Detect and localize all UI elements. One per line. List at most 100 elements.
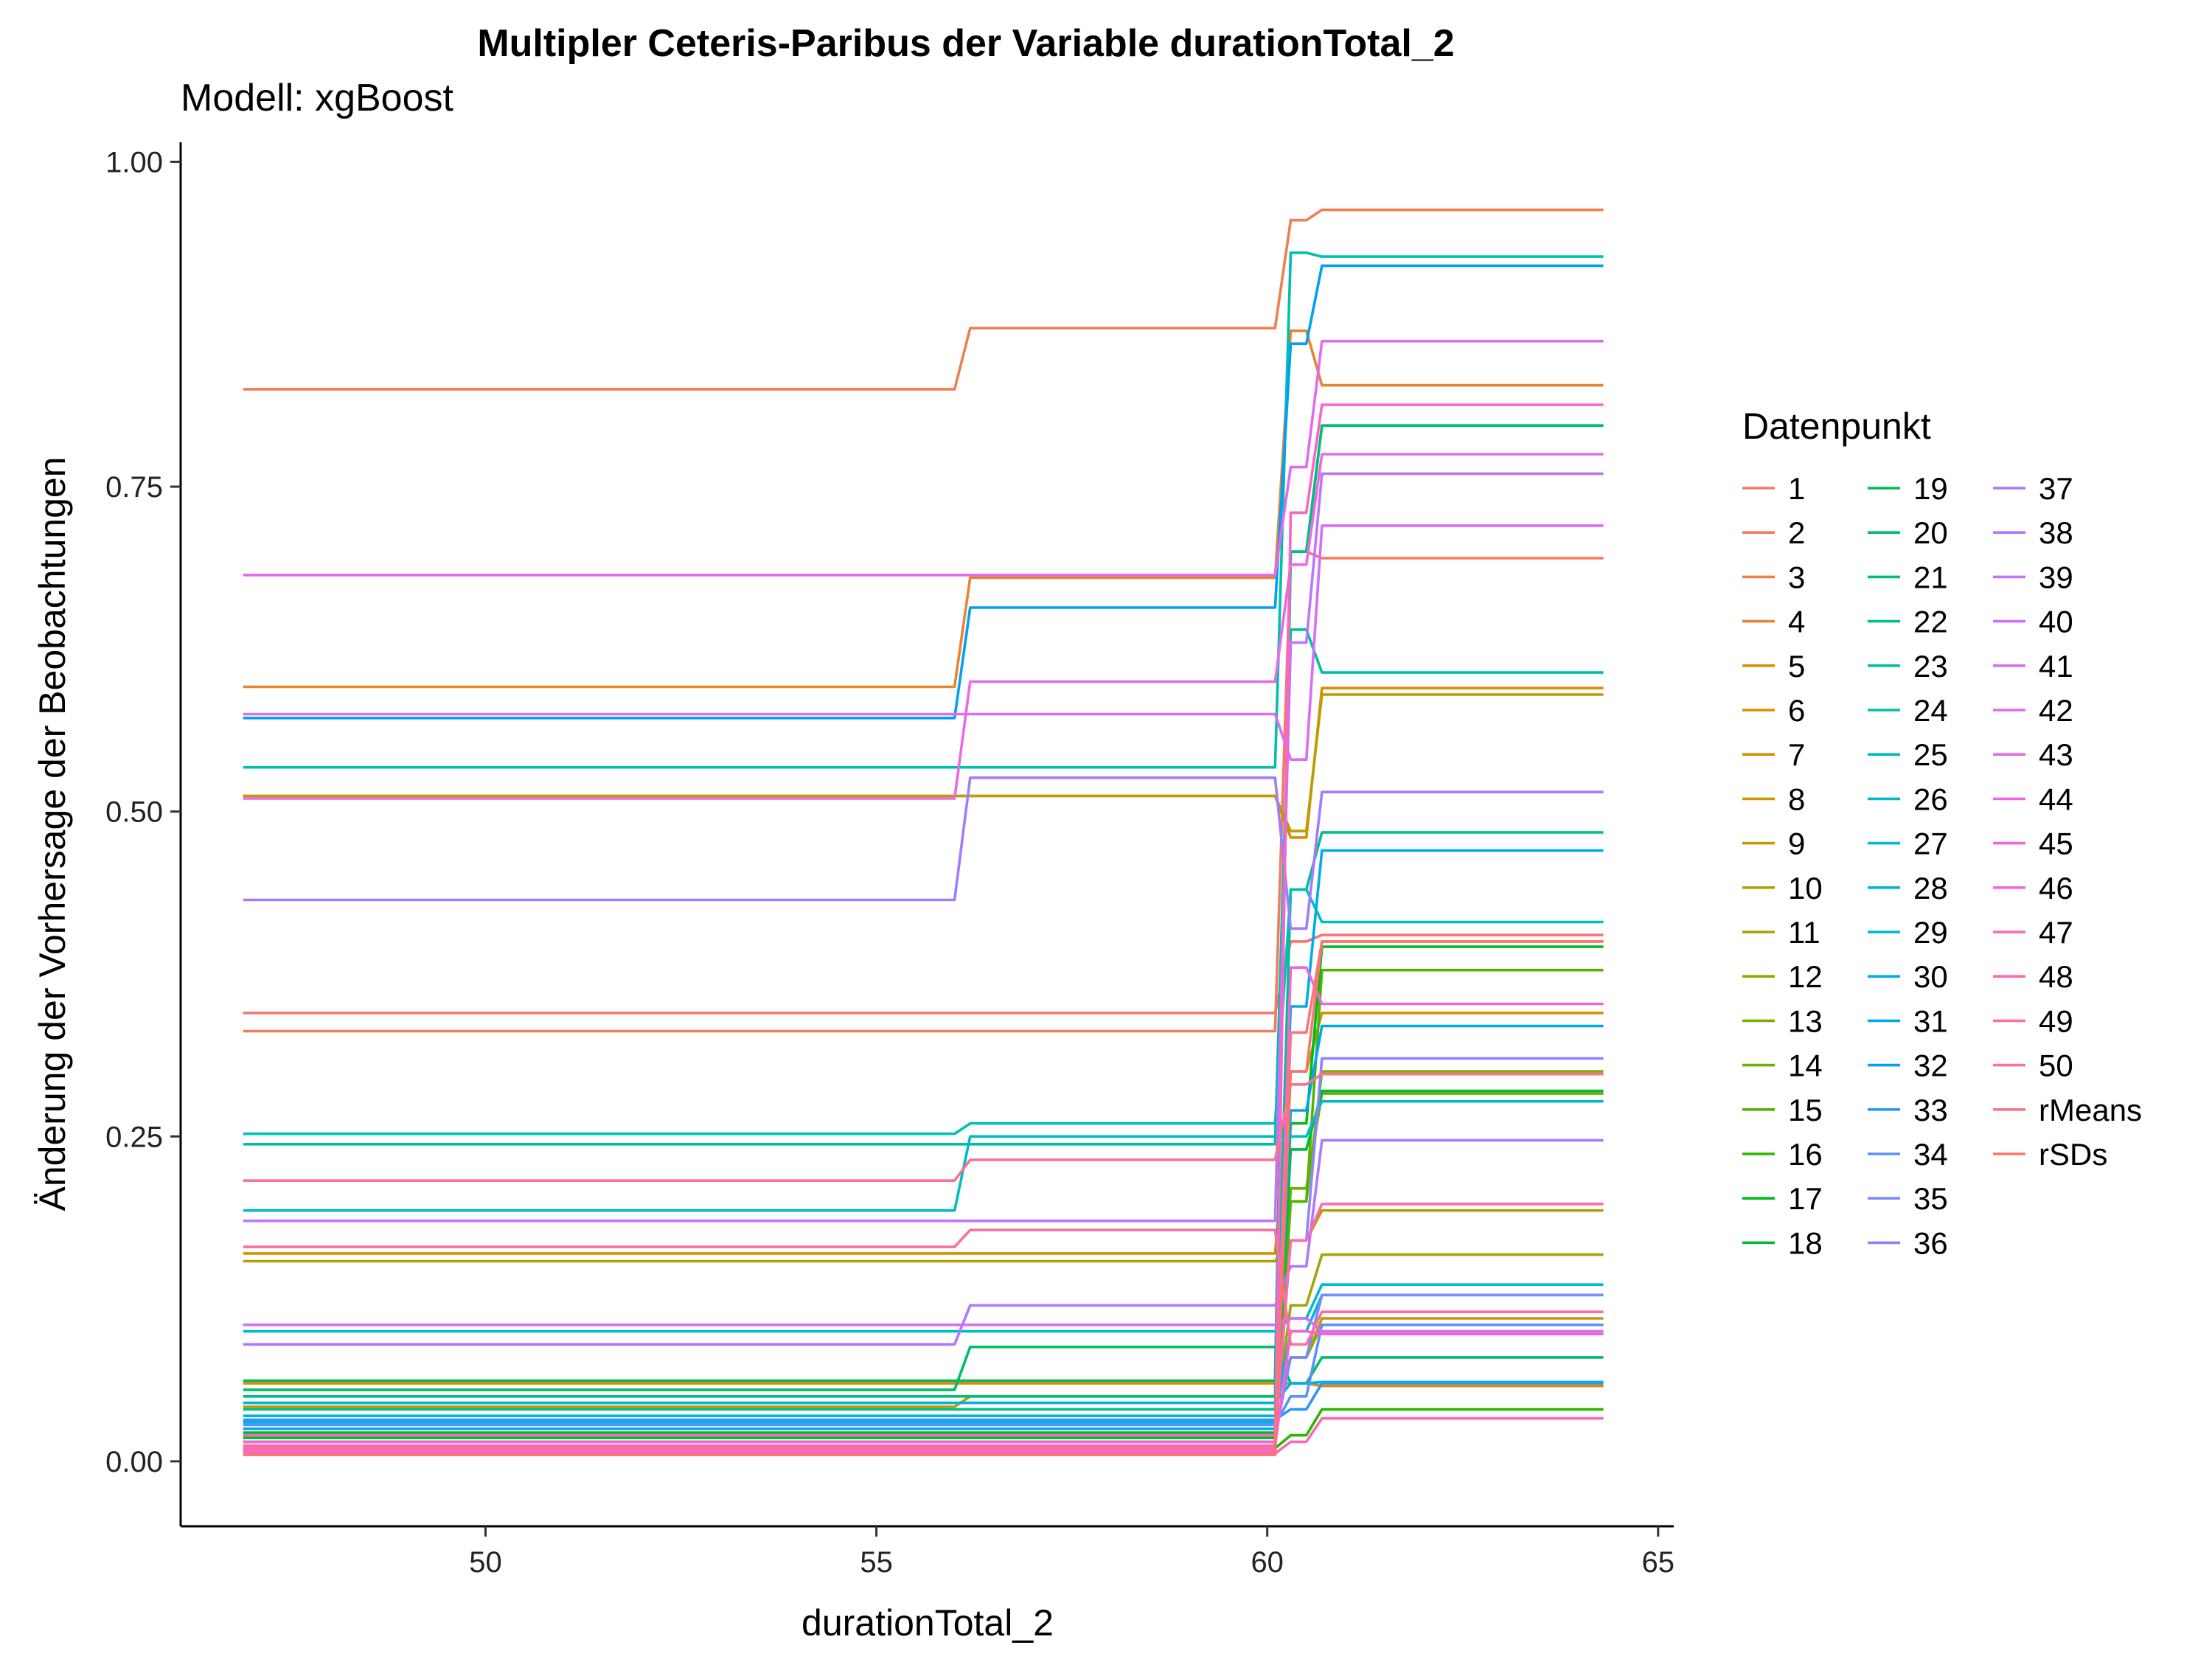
legend-item-24: 24	[1868, 693, 1948, 728]
legend-item-35: 35	[1868, 1181, 1948, 1216]
series-line-46	[243, 403, 1604, 1444]
legend-label: 39	[2039, 560, 2073, 594]
legend-item-46: 46	[1993, 871, 2073, 905]
legend-label: 47	[2039, 915, 2073, 950]
series-line-45	[243, 1329, 1604, 1447]
legend: Datenpunkt 12345678910111213141516171819…	[1742, 406, 2142, 1260]
legend-item-20: 20	[1868, 515, 1948, 550]
legend-item-29: 29	[1868, 915, 1948, 950]
legend-label: 18	[1788, 1225, 1823, 1260]
legend-label: 32	[1913, 1048, 1948, 1083]
legend-label: 44	[2039, 782, 2073, 816]
legend-label: 50	[2039, 1048, 2073, 1083]
legend-item-18: 18	[1742, 1225, 1823, 1260]
legend-label: 16	[1788, 1137, 1823, 1172]
series-line-43	[243, 453, 1604, 800]
legend-item-31: 31	[1868, 1004, 1948, 1038]
series-line-33	[243, 1382, 1604, 1422]
legend-item-41: 41	[1993, 649, 2073, 684]
series-line-15	[243, 968, 1604, 1447]
y-tick-label: 0.75	[105, 471, 163, 504]
series-line-42	[243, 339, 1604, 577]
legend-item-37: 37	[1993, 471, 2073, 506]
legend-item-5: 5	[1742, 649, 1805, 684]
legend-item-34: 34	[1868, 1137, 1948, 1172]
legend-label: 2	[1788, 515, 1805, 550]
legend-label: 28	[1913, 871, 1948, 905]
series-line-26	[243, 1099, 1604, 1212]
legend-label: 42	[2039, 693, 2073, 728]
legend-label: 25	[1913, 737, 1948, 772]
legend-item-42: 42	[1993, 693, 2073, 728]
legend-item-12: 12	[1742, 959, 1823, 994]
legend-label: 24	[1913, 693, 1948, 728]
legend-label: 36	[1913, 1225, 1948, 1260]
legend-item-38: 38	[1993, 515, 2073, 550]
legend-item-49: 49	[1993, 1004, 2073, 1038]
x-axis-title: durationTotal_2	[801, 1602, 1054, 1644]
legend-label: 23	[1913, 649, 1948, 684]
legend-item-50: 50	[1993, 1048, 2073, 1083]
legend-item-26: 26	[1868, 782, 1948, 816]
legend-label: rMeans	[2039, 1093, 2142, 1127]
legend-label: 5	[1788, 649, 1805, 684]
legend-label: 43	[2039, 737, 2073, 772]
legend-label: 40	[2039, 605, 2073, 639]
x-tick-label: 55	[860, 1546, 893, 1579]
legend-label: 9	[1788, 827, 1805, 861]
series-line-22	[243, 831, 1604, 1411]
legend-item-rmeans: rMeans	[1993, 1093, 2142, 1127]
x-axis-ticks: 50 55 60 65	[469, 1526, 1674, 1579]
legend-item-15: 15	[1742, 1093, 1823, 1127]
series-line-17	[243, 945, 1604, 1434]
series-line-24	[243, 251, 1604, 769]
legend-item-21: 21	[1868, 560, 1948, 594]
legend-item-43: 43	[1993, 737, 2073, 772]
x-tick-label: 65	[1642, 1546, 1675, 1579]
legend-title: Datenpunkt	[1742, 406, 1931, 447]
series-line-3	[243, 208, 1604, 391]
legend-label: 26	[1913, 782, 1948, 816]
y-tick-label: 0.50	[105, 796, 163, 829]
legend-label: 10	[1788, 871, 1823, 905]
series-line-19	[243, 424, 1604, 1382]
legend-item-4: 4	[1742, 605, 1805, 639]
legend-label: 17	[1788, 1181, 1823, 1216]
legend-item-17: 17	[1742, 1181, 1823, 1216]
series-line-41	[243, 524, 1604, 761]
legend-label: rSDs	[2039, 1137, 2107, 1172]
legend-item-11: 11	[1742, 915, 1820, 950]
y-tick-label: 1.00	[105, 146, 163, 178]
series-line-32	[243, 264, 1604, 720]
legend-label: 49	[2039, 1004, 2073, 1038]
y-axis-ticks: 0.00 0.25 0.50 0.75 1.00	[105, 146, 181, 1478]
chart-subtitle: Modell: xgBoost	[181, 77, 454, 119]
chart-title: Multipler Ceteris-Paribus der Variable d…	[477, 22, 1454, 65]
legend-item-19: 19	[1868, 471, 1948, 506]
legend-item-14: 14	[1742, 1048, 1823, 1083]
legend-label: 22	[1913, 605, 1948, 639]
series-line-39	[243, 472, 1604, 1222]
series-line-rsds	[243, 940, 1604, 1456]
legend-item-3: 3	[1742, 560, 1805, 594]
series-line-9	[243, 693, 1604, 832]
legend-item-16: 16	[1742, 1137, 1823, 1172]
x-tick-label: 50	[469, 1546, 502, 1579]
legend-item-48: 48	[1993, 959, 2073, 994]
legend-item-1: 1	[1742, 471, 1805, 506]
legend-label: 12	[1788, 959, 1823, 994]
legend-item-36: 36	[1868, 1225, 1948, 1260]
series-line-34	[243, 1324, 1604, 1427]
legend-item-25: 25	[1868, 737, 1948, 772]
legend-label: 35	[1913, 1181, 1948, 1216]
legend-items: 1234567891011121314151617181920212223242…	[1742, 471, 2142, 1260]
legend-item-47: 47	[1993, 915, 2073, 950]
legend-item-9: 9	[1742, 827, 1805, 861]
series-line-49	[243, 1228, 1604, 1346]
legend-label: 48	[2039, 959, 2073, 994]
legend-item-23: 23	[1868, 649, 1948, 684]
legend-item-39: 39	[1993, 560, 2073, 594]
legend-label: 14	[1788, 1048, 1823, 1083]
series-line-rmeans	[243, 940, 1604, 1450]
